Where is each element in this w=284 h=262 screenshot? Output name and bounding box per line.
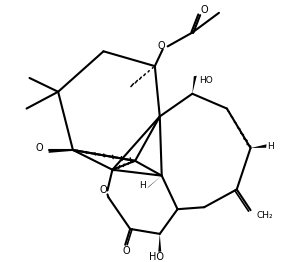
Text: HO: HO [149, 252, 164, 261]
Polygon shape [192, 76, 197, 94]
Text: CH₂: CH₂ [256, 211, 273, 220]
Text: O: O [158, 41, 166, 51]
Text: H: H [140, 181, 146, 190]
Text: O: O [122, 246, 130, 256]
Polygon shape [158, 234, 161, 252]
Text: O: O [200, 5, 208, 15]
Text: O: O [100, 185, 107, 195]
Text: O: O [36, 143, 43, 153]
Text: HO: HO [199, 77, 213, 85]
Text: H: H [267, 141, 274, 151]
Polygon shape [250, 144, 267, 148]
Polygon shape [135, 116, 161, 161]
Polygon shape [147, 176, 162, 189]
